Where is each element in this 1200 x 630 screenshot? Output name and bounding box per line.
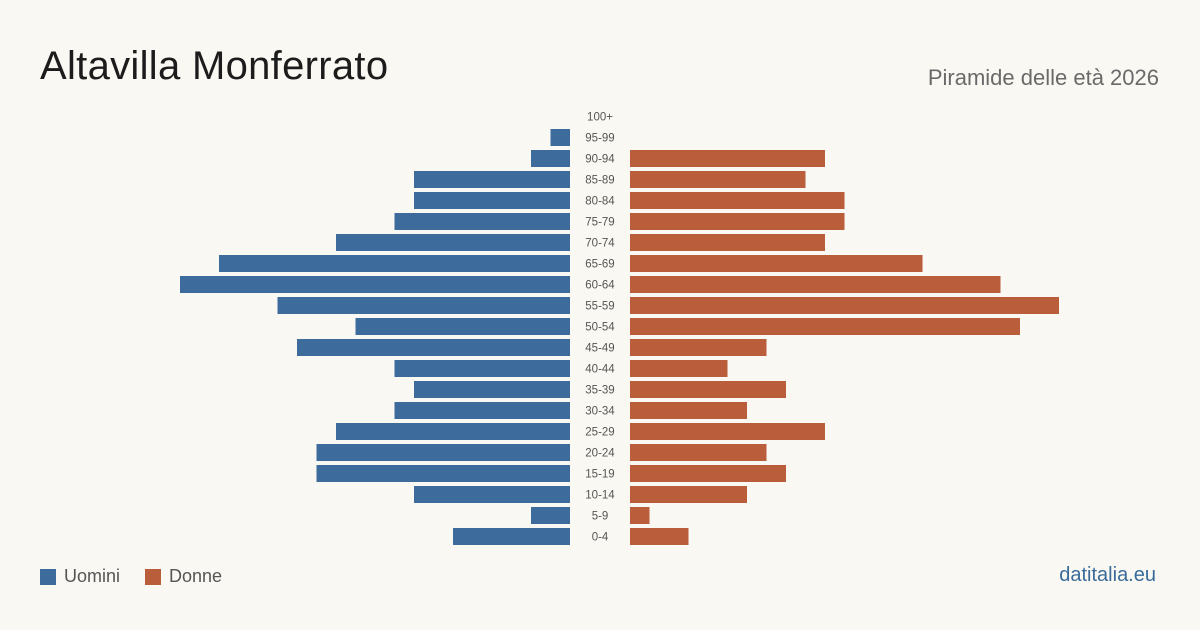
age-label-45-49: 45-49	[585, 343, 614, 355]
age-label-75-79: 75-79	[585, 217, 614, 229]
bar-men-50-54	[355, 318, 570, 335]
bar-women-65-69	[630, 255, 923, 272]
age-label-70-74: 70-74	[585, 238, 615, 250]
age-label-5-9: 5-9	[592, 511, 609, 523]
bar-women-50-54	[630, 318, 1020, 335]
age-label-10-14: 10-14	[585, 490, 615, 502]
bar-men-25-29	[336, 423, 570, 440]
bar-women-40-44	[630, 360, 728, 377]
age-label-35-39: 35-39	[585, 385, 614, 397]
age-label-90-94: 90-94	[585, 154, 615, 166]
age-label-40-44: 40-44	[585, 364, 615, 376]
bar-men-65-69	[219, 255, 570, 272]
bar-men-40-44	[394, 360, 570, 377]
bar-men-55-59	[277, 297, 570, 314]
bar-women-25-29	[630, 423, 825, 440]
bar-women-5-9	[630, 507, 650, 524]
age-label-15-19: 15-19	[585, 469, 614, 481]
bar-men-10-14	[414, 486, 570, 503]
bar-women-30-34	[630, 402, 747, 419]
bar-women-55-59	[630, 297, 1059, 314]
bar-men-60-64	[180, 276, 570, 293]
bar-women-60-64	[630, 276, 1001, 293]
legend-label-women: Donne	[169, 566, 223, 586]
chart-legend: Uomini Donne	[40, 566, 247, 587]
bar-women-15-19	[630, 465, 786, 482]
bar-men-30-34	[394, 402, 570, 419]
bar-women-80-84	[630, 192, 845, 209]
bar-men-20-24	[316, 444, 570, 461]
bar-women-75-79	[630, 213, 845, 230]
bar-men-0-4	[453, 528, 570, 545]
age-label-50-54: 50-54	[585, 322, 615, 334]
age-label-20-24: 20-24	[585, 448, 615, 460]
age-label-100-: 100+	[587, 112, 613, 124]
bar-women-0-4	[630, 528, 689, 545]
legend-item-women: Donne	[145, 566, 222, 587]
age-label-95-99: 95-99	[585, 133, 614, 145]
bar-women-35-39	[630, 381, 786, 398]
age-label-60-64: 60-64	[585, 280, 615, 292]
bar-women-10-14	[630, 486, 747, 503]
age-label-30-34: 30-34	[585, 406, 615, 418]
legend-item-men: Uomini	[40, 566, 120, 587]
bar-women-70-74	[630, 234, 825, 251]
age-label-80-84: 80-84	[585, 196, 615, 208]
bar-women-90-94	[630, 150, 825, 167]
bar-men-5-9	[531, 507, 570, 524]
legend-swatch-women	[145, 568, 162, 585]
bar-men-70-74	[336, 234, 570, 251]
age-label-0-4: 0-4	[592, 532, 609, 544]
bar-men-90-94	[531, 150, 570, 167]
bar-men-35-39	[414, 381, 570, 398]
age-label-65-69: 65-69	[585, 259, 614, 271]
age-label-85-89: 85-89	[585, 175, 614, 187]
page-title: Altavilla Monferrato	[40, 44, 389, 88]
bar-men-80-84	[414, 192, 570, 209]
age-label-55-59: 55-59	[585, 301, 614, 313]
chart-subtitle: Piramide delle età 2026	[927, 65, 1159, 90]
bar-men-75-79	[394, 213, 570, 230]
bar-men-45-49	[297, 339, 570, 356]
brand-link[interactable]: datitalia.eu	[1059, 564, 1156, 586]
bar-women-45-49	[630, 339, 767, 356]
age-label-25-29: 25-29	[585, 427, 614, 439]
bar-men-95-99	[550, 129, 570, 146]
bar-men-85-89	[414, 171, 570, 188]
bar-women-20-24	[630, 444, 767, 461]
bar-women-85-89	[630, 171, 806, 188]
legend-label-men: Uomini	[64, 566, 121, 586]
legend-swatch-men	[40, 568, 56, 585]
bar-men-15-19	[316, 465, 570, 482]
